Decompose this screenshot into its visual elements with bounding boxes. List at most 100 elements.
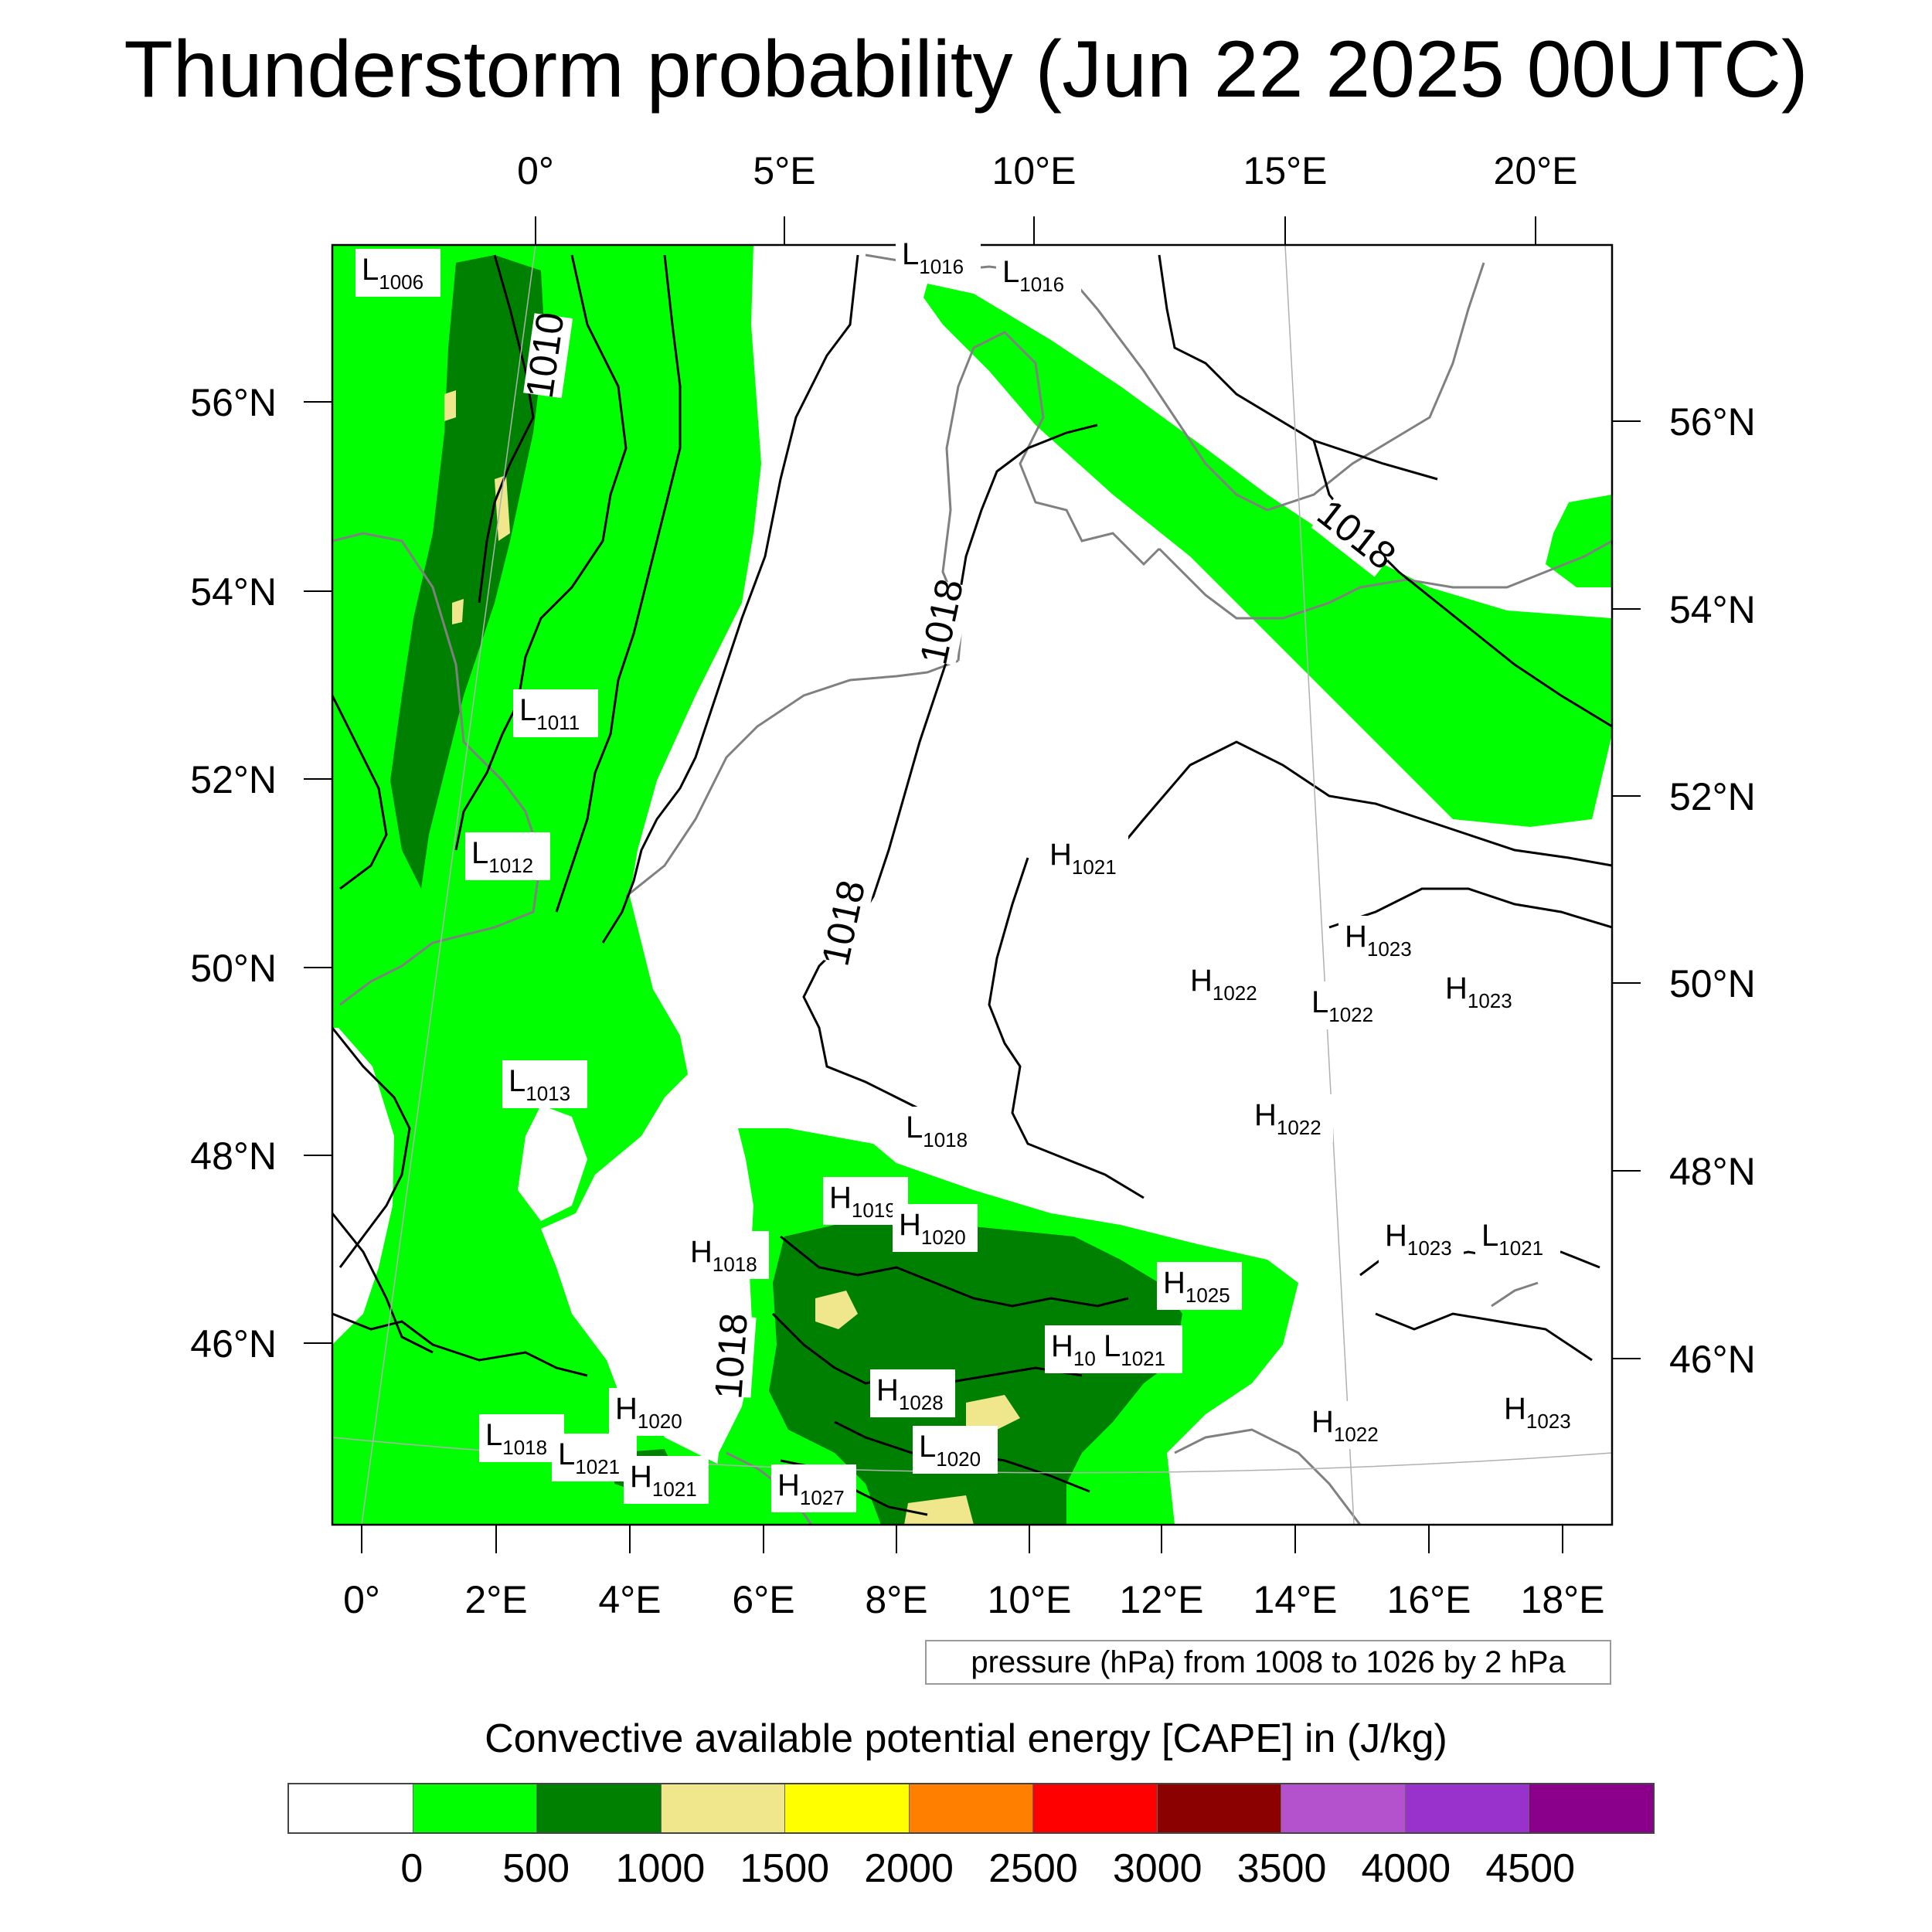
cape-area-west	[332, 245, 765, 1525]
low-pressure-label: L1016	[996, 251, 1081, 299]
low-pressure-label: L1011	[513, 689, 598, 737]
coast-france-belgium-nl-de	[625, 659, 959, 898]
bottom-lon-label: 4°E	[598, 1578, 661, 1621]
high-pressure-label: H1027	[771, 1464, 856, 1512]
isobar-label: 1018	[706, 1311, 756, 1400]
coast-lake-balaton	[1491, 1281, 1539, 1308]
colorbar-tick-label: 4500	[1485, 1846, 1576, 1891]
cape-area-west-gap2	[518, 1105, 587, 1221]
bottom-lon-label: 6°E	[732, 1578, 794, 1621]
right-lat-axis	[1612, 420, 1641, 1359]
left-lat-label: 54°N	[190, 570, 277, 614]
top-lon-label: 0°	[517, 149, 554, 192]
colorbar-tick-label: 4000	[1361, 1846, 1451, 1891]
high-pressure-label: H1022	[1305, 1401, 1390, 1449]
low-pressure-label: L1022	[1305, 981, 1390, 1029]
right-lat-label: 50°N	[1669, 962, 1756, 1005]
low-pressure-label: L1018	[900, 1107, 985, 1155]
colorbar	[287, 1783, 1655, 1834]
colorbar-tick-label: 500	[502, 1846, 570, 1891]
coast-denmark	[941, 331, 1161, 662]
high-pressure-label: H1028	[870, 1369, 955, 1417]
isobar-1022-east	[1328, 887, 1612, 929]
bottom-lon-axis	[361, 1525, 1563, 1553]
cape-area-west-gap	[332, 1028, 394, 1345]
pressure-center-text: H1018	[690, 1235, 757, 1276]
high-pressure-label: H1020	[893, 1204, 978, 1252]
isobar-1008-west	[332, 695, 388, 890]
colorbar-swatch	[1157, 1784, 1282, 1832]
isobar-1016-sw	[332, 1213, 434, 1354]
bottom-lon-label: 18°E	[1521, 1578, 1605, 1621]
bottom-lon-label: 0°	[343, 1578, 380, 1621]
coast-adriatic	[1174, 1428, 1362, 1525]
left-lat-axis	[304, 401, 332, 1344]
low-pressure-label: L1021	[552, 1434, 637, 1481]
pressure-centers: L1006 L1016 L1016 L1011 L1012 L1013 L1018 H1019…	[355, 233, 1583, 1512]
right-lat-label: 46°N	[1669, 1338, 1756, 1381]
high-pressure-label: H1023	[1498, 1388, 1583, 1436]
colorbar-swatch	[1281, 1784, 1406, 1832]
colorbar-swatch	[413, 1784, 538, 1832]
cape-dark-alps	[769, 1221, 1182, 1525]
left-lat-label: 48°N	[190, 1134, 277, 1178]
high-pressure-label: H1023	[1439, 968, 1524, 1015]
bottom-lon-label: 10°E	[988, 1578, 1072, 1621]
high-pressure-label: H1021	[1043, 834, 1128, 882]
colorbar-swatch	[1033, 1784, 1158, 1832]
isobar-1018-east	[1158, 254, 1438, 481]
left-lat-label: 52°N	[190, 758, 277, 801]
high-pressure-label: H1020	[609, 1388, 694, 1436]
isobar-1018-main	[601, 254, 859, 944]
right-lat-label: 52°N	[1669, 775, 1756, 818]
high-pressure-label: H1018	[684, 1231, 769, 1279]
isobar-1014	[555, 254, 682, 913]
colorbar-swatch	[1405, 1784, 1530, 1832]
left-lat-label: 46°N	[190, 1322, 277, 1366]
top-lon-label: 10°E	[992, 149, 1077, 192]
colorbar-swatch	[661, 1784, 786, 1832]
pressure-center-text: L1021	[1104, 1329, 1165, 1370]
low-pressure-label: L1016	[896, 233, 981, 281]
cape-khaki-6	[452, 599, 464, 624]
isobar-label: 1018	[911, 575, 971, 668]
cape-area-poland-ne	[1546, 495, 1612, 587]
isobar-1010-north-sea	[478, 254, 535, 604]
cape-khaki-3	[966, 1395, 1020, 1430]
high-pressure-label: H1025	[1157, 1262, 1242, 1310]
isobar-1020-poland	[1104, 740, 1612, 867]
isobar-label: 1018	[813, 876, 873, 969]
isobar-west-low	[332, 1027, 411, 1268]
coast-uk	[332, 532, 543, 1006]
colorbar-swatch	[785, 1784, 910, 1832]
low-pressure-label: L1021	[1097, 1325, 1182, 1373]
isobar-alps-1	[780, 1235, 1129, 1308]
colorbar-tick-label: 2500	[988, 1846, 1078, 1891]
low-pressure-label: L1012	[465, 832, 550, 880]
colorbar-tick-label: 1000	[615, 1846, 706, 1891]
top-lon-axis	[535, 216, 1536, 245]
high-pressure-label: H1023	[1338, 916, 1423, 964]
cape-khaki-1	[815, 1291, 858, 1329]
bottom-lon-label: 12°E	[1120, 1578, 1204, 1621]
meridian-0	[361, 245, 536, 1525]
low-pressure-label: L1018	[479, 1414, 564, 1462]
colorbar-tick-label: 0	[400, 1846, 423, 1891]
right-lat-label: 56°N	[1669, 400, 1756, 444]
isobars	[332, 254, 1612, 1516]
pressure-center-text: L1006	[362, 253, 423, 294]
left-lat-labels: 56°N 54°N 52°N 50°N 48°N 46°N	[190, 381, 277, 1366]
isobar-hungary-2	[1375, 1312, 1593, 1362]
colorbar-tick-label: 3000	[1112, 1846, 1202, 1891]
right-lat-labels: 56°N 54°N 52°N 50°N 48°N 46°N	[1669, 400, 1756, 1381]
bottom-lon-labels: 0° 2°E 4°E 6°E 8°E 10°E 12°E 14°E 16°E 1…	[343, 1578, 1604, 1621]
colorbar-swatch	[537, 1784, 662, 1832]
colorbar-swatch	[289, 1784, 413, 1832]
cape-khaki-2	[904, 1495, 974, 1525]
colorbar-tick-label: 2000	[864, 1846, 954, 1891]
cape-shading	[332, 245, 1612, 1525]
low-pressure-label: L1013	[502, 1060, 587, 1108]
low-pressure-label: L1021	[1475, 1215, 1560, 1263]
cape-dark-north-sea	[390, 255, 545, 889]
